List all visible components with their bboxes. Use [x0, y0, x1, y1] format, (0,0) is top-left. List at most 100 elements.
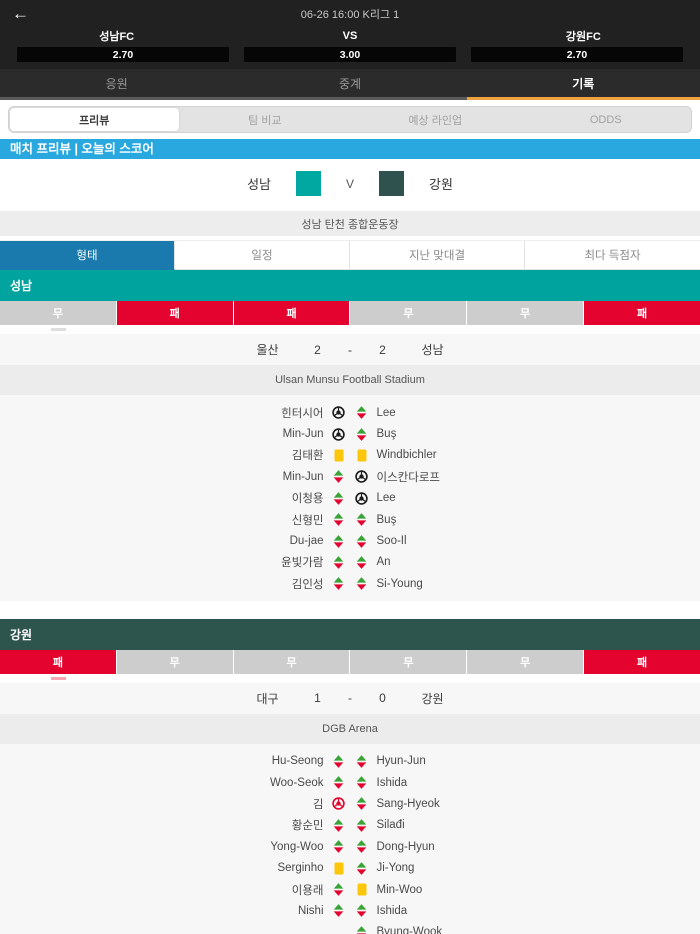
substitution-icon	[331, 776, 347, 790]
matchup-vs-label: V	[345, 176, 354, 191]
substitution-icon	[331, 883, 347, 896]
form-result-cell[interactable]: 무	[0, 301, 117, 325]
substitution-icon	[354, 904, 370, 918]
substitution-icon	[331, 491, 347, 505]
substitution-icon	[354, 513, 370, 527]
last-match-away: 강원	[421, 691, 444, 706]
yellow-card-icon	[354, 883, 370, 896]
substitution-icon	[354, 818, 370, 832]
stattab-top-scorer[interactable]: 최다 득점자	[525, 241, 700, 270]
form-result-cell[interactable]: 무	[467, 301, 585, 325]
player-name-right: Ishida	[376, 904, 408, 917]
form-result-cell[interactable]: 패	[584, 301, 700, 325]
subtab-odds[interactable]: ODDS	[589, 113, 622, 126]
form-result-cell[interactable]: 패	[233, 301, 351, 325]
selected-match-marker	[51, 328, 66, 331]
last-match-away-score: 2	[379, 342, 386, 357]
yellow-card-icon	[331, 862, 347, 875]
player-name-left: Min-Jun	[282, 470, 324, 483]
event-row: Woo-Seok Ishida	[0, 772, 700, 793]
event-row: 김태환 Windbichler	[0, 445, 700, 466]
goal-icon	[331, 406, 347, 419]
player-name-right: Sang-Hyeok	[376, 797, 440, 810]
yellow-card-icon	[331, 449, 347, 462]
back-arrow-icon[interactable]: ←	[12, 4, 29, 23]
stadium-label: Ulsan Munsu Football Stadium	[0, 365, 700, 395]
stattab-form[interactable]: 형태	[0, 241, 175, 270]
substitution-icon	[354, 754, 370, 768]
event-row: Nishi Ishida	[0, 900, 700, 921]
home-team-name: 성남FC	[99, 31, 135, 43]
substitution-icon	[354, 797, 370, 811]
home-odds-button[interactable]: 2.70	[17, 47, 229, 62]
marker-strip	[0, 673, 700, 683]
vs-label: VS	[342, 30, 358, 42]
tab-record[interactable]: 기록	[572, 76, 595, 91]
player-name-left: 이청용	[291, 493, 324, 506]
tab-broadcast[interactable]: 중계	[338, 76, 362, 91]
player-name-right: Soo-Il	[376, 535, 407, 548]
event-row: 이용래 Min-Woo	[0, 879, 700, 900]
subtab-predicted-lineup[interactable]: 예상 라인업	[408, 114, 463, 127]
form-result-cell[interactable]: 무	[350, 301, 468, 325]
form-result-cell[interactable]: 무	[116, 649, 234, 674]
away-team-color-swatch	[379, 171, 404, 196]
stattab-schedule[interactable]: 일정	[175, 241, 350, 270]
form-result-cell[interactable]: 무	[467, 649, 585, 674]
player-name-left: 윤빛가람	[281, 557, 324, 570]
player-name-right: Windbichler	[376, 449, 437, 462]
substitution-icon	[354, 861, 370, 875]
substitution-icon	[354, 406, 370, 420]
form-result-cell[interactable]: 무	[350, 649, 468, 674]
substitution-icon	[354, 840, 370, 854]
team-names-row: 성남FC VS 강원FC	[0, 28, 700, 44]
substitution-icon	[331, 904, 347, 918]
event-row: 황순민 Silađi	[0, 815, 700, 836]
substitution-icon	[354, 925, 370, 934]
player-name-left: 김인성	[291, 578, 324, 591]
player-name-left: Min-Jun	[282, 428, 324, 441]
last-match-result: 울산 2 - 2 성남	[0, 334, 700, 365]
tab-cheer[interactable]: 응원	[105, 76, 128, 91]
event-row: Yong-Woo Dong-Hyun	[0, 836, 700, 857]
event-row: 김 Sang-Hyeok	[0, 793, 700, 814]
substitution-icon	[331, 470, 347, 484]
substitution-icon	[354, 556, 370, 569]
form-result-cell[interactable]: 패	[584, 649, 700, 674]
main-tab-bar: 응원 중계 기록	[0, 69, 700, 97]
match-datetime-league: 06-26 16:00 K리그 1	[300, 9, 400, 21]
event-row: 힌터시어 Lee	[0, 402, 700, 423]
section-team-header: 강원	[0, 618, 700, 650]
subtab-preview[interactable]: 프리뷰	[9, 107, 180, 132]
player-name-right: Ishida	[376, 776, 408, 789]
form-result-cell[interactable]: 무	[233, 649, 351, 674]
event-row: Hu-Seong Hyun-Jun	[0, 751, 700, 772]
away-odds-button[interactable]: 2.70	[471, 47, 683, 62]
form-result-cell[interactable]: 패	[116, 301, 234, 325]
match-header: ← 06-26 16:00 K리그 1 성남FC VS 강원FC 2.70 3.…	[0, 0, 700, 69]
substitution-icon	[331, 840, 347, 854]
matchup-home-name: 성남	[247, 177, 271, 192]
home-team-color-swatch	[295, 171, 321, 196]
event-row: Min-Jun 이스칸다로프	[0, 466, 700, 487]
odds-row: 2.70 3.00 2.70	[0, 44, 700, 69]
draw-odds-button[interactable]: 3.00	[244, 47, 456, 62]
last-match-away: 성남	[421, 343, 444, 357]
stattab-head-to-head[interactable]: 지난 맞대결	[350, 241, 525, 270]
player-name-left: Hu-Seong	[271, 755, 324, 768]
sub-tab-bar: 프리뷰 팀 비교 예상 라인업 ODDS	[8, 106, 692, 133]
away-team-name: 강원FC	[565, 31, 601, 43]
player-name-right: Min-Woo	[376, 883, 423, 896]
last-match-home: 울산	[256, 343, 279, 357]
event-row: Du-jae Soo-Il	[0, 530, 700, 551]
form-result-cell[interactable]: 패	[0, 649, 117, 674]
player-name-right: Buş	[376, 428, 397, 441]
matchup-row: 성남 V 강원	[0, 159, 700, 208]
subtab-team-compare[interactable]: 팀 비교	[248, 114, 282, 127]
last-match-result: 대구 1 - 0 강원	[0, 682, 700, 714]
player-name-left: Woo-Seok	[270, 776, 324, 789]
selected-match-marker	[51, 676, 66, 680]
